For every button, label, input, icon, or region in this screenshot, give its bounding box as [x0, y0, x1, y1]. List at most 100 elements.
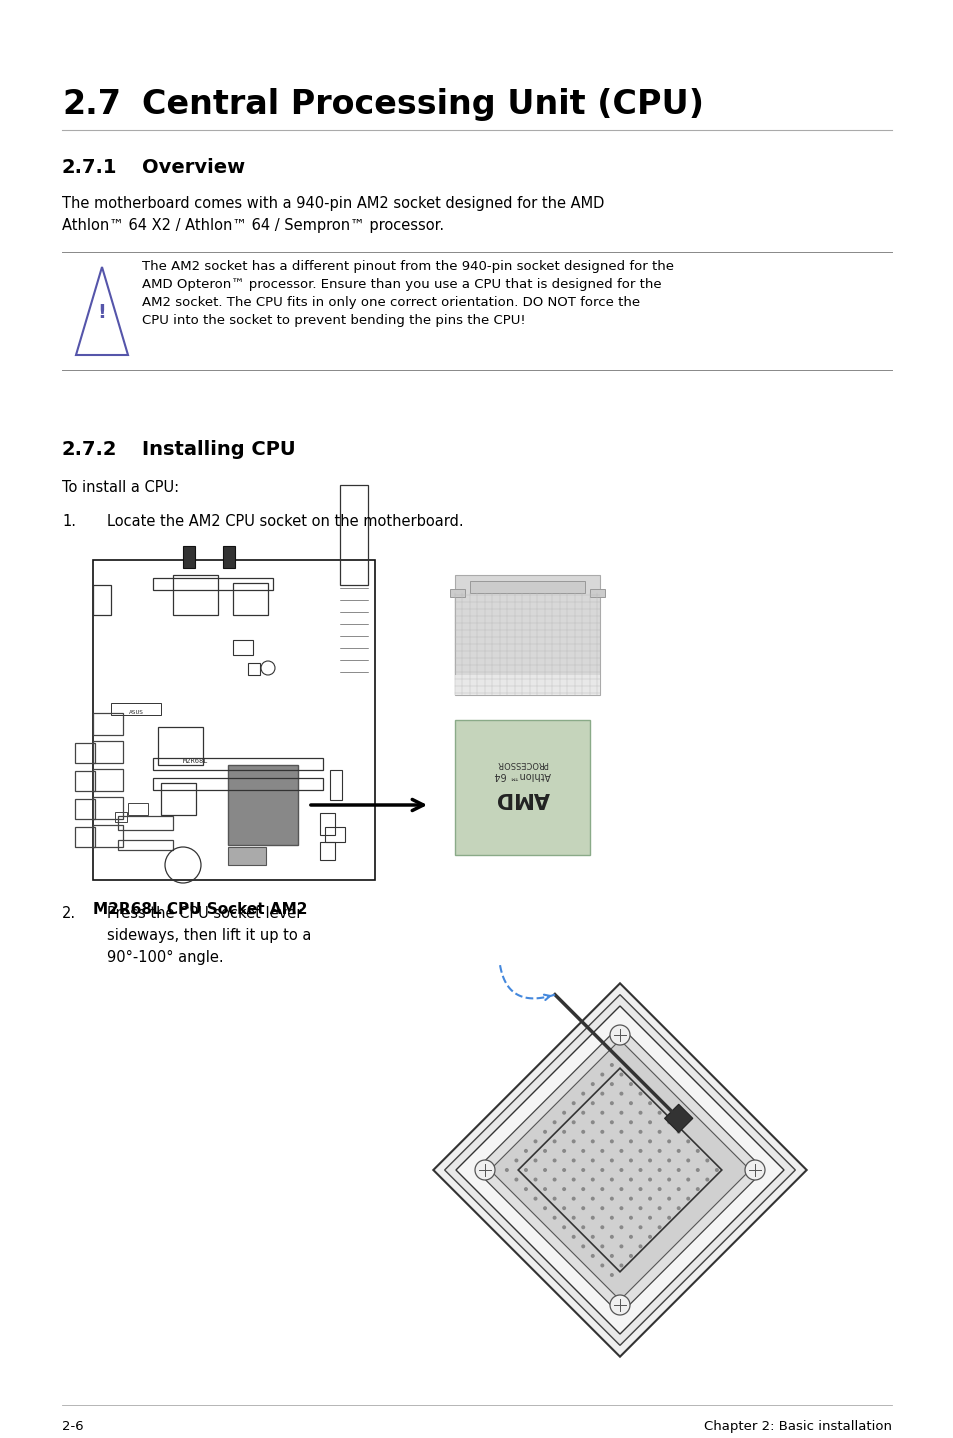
- Circle shape: [628, 1081, 632, 1086]
- Circle shape: [666, 1139, 671, 1143]
- Circle shape: [628, 1120, 632, 1125]
- Text: 1.: 1.: [62, 513, 76, 529]
- Circle shape: [590, 1159, 594, 1162]
- Bar: [319, 843, 335, 860]
- Circle shape: [590, 1235, 594, 1238]
- Bar: [233, 640, 253, 654]
- Circle shape: [618, 1206, 622, 1211]
- Circle shape: [542, 1149, 546, 1153]
- Circle shape: [647, 1159, 651, 1162]
- Circle shape: [609, 1196, 613, 1201]
- Circle shape: [590, 1081, 594, 1086]
- Circle shape: [609, 1081, 613, 1086]
- Circle shape: [676, 1206, 680, 1211]
- Bar: [75, 743, 95, 764]
- Circle shape: [657, 1110, 660, 1114]
- Circle shape: [552, 1139, 556, 1143]
- Circle shape: [609, 1159, 613, 1162]
- Circle shape: [561, 1130, 565, 1133]
- Text: ASUS: ASUS: [129, 710, 143, 715]
- Text: Locate the AM2 CPU socket on the motherboard.: Locate the AM2 CPU socket on the motherb…: [107, 513, 463, 529]
- Text: 2.7.2: 2.7.2: [62, 440, 117, 459]
- Circle shape: [571, 1178, 575, 1182]
- Circle shape: [628, 1102, 632, 1106]
- Text: Central Processing Unit (CPU): Central Processing Unit (CPU): [142, 88, 703, 121]
- Circle shape: [609, 1102, 613, 1106]
- Bar: [115, 812, 127, 823]
- Circle shape: [618, 1168, 622, 1172]
- Circle shape: [628, 1196, 632, 1201]
- Bar: [118, 815, 172, 830]
- Circle shape: [571, 1159, 575, 1162]
- Circle shape: [580, 1244, 584, 1248]
- Circle shape: [685, 1178, 690, 1182]
- Bar: [330, 769, 341, 800]
- Circle shape: [609, 1296, 629, 1314]
- Text: Athlon™ 64: Athlon™ 64: [494, 771, 550, 781]
- Text: Overview: Overview: [142, 158, 245, 177]
- Circle shape: [599, 1206, 603, 1211]
- Circle shape: [638, 1206, 641, 1211]
- Circle shape: [647, 1120, 651, 1125]
- Circle shape: [638, 1130, 641, 1133]
- Circle shape: [609, 1063, 613, 1067]
- Bar: [92, 585, 111, 615]
- Circle shape: [475, 1160, 495, 1181]
- Circle shape: [533, 1196, 537, 1201]
- Bar: [470, 581, 584, 592]
- Bar: [248, 663, 260, 674]
- Circle shape: [571, 1235, 575, 1238]
- Circle shape: [744, 1160, 764, 1181]
- Text: M2R68L: M2R68L: [183, 758, 209, 764]
- Circle shape: [618, 1110, 622, 1114]
- Text: PROCESSOR: PROCESSOR: [497, 759, 548, 768]
- Circle shape: [647, 1139, 651, 1143]
- Circle shape: [695, 1188, 700, 1191]
- Bar: [152, 778, 323, 789]
- Circle shape: [580, 1206, 584, 1211]
- Bar: [228, 847, 266, 866]
- Circle shape: [552, 1120, 556, 1125]
- Bar: [92, 825, 123, 847]
- Bar: [223, 546, 234, 568]
- Circle shape: [647, 1102, 651, 1106]
- Bar: [325, 827, 345, 843]
- Circle shape: [657, 1130, 660, 1133]
- Bar: [92, 769, 123, 791]
- Circle shape: [657, 1206, 660, 1211]
- Circle shape: [638, 1149, 641, 1153]
- Bar: [92, 741, 123, 764]
- Circle shape: [599, 1091, 603, 1096]
- Circle shape: [609, 1235, 613, 1238]
- Circle shape: [552, 1196, 556, 1201]
- Circle shape: [590, 1102, 594, 1106]
- Circle shape: [580, 1110, 584, 1114]
- Circle shape: [618, 1225, 622, 1229]
- Bar: [92, 713, 123, 735]
- Bar: [455, 674, 599, 695]
- Bar: [152, 758, 323, 769]
- Circle shape: [523, 1168, 527, 1172]
- Circle shape: [533, 1159, 537, 1162]
- Text: 2.7.1: 2.7.1: [62, 158, 117, 177]
- Bar: [92, 559, 375, 880]
- Bar: [118, 840, 172, 850]
- Text: M2R68L CPU Socket AM2: M2R68L CPU Socket AM2: [92, 902, 307, 917]
- Circle shape: [666, 1215, 671, 1219]
- Circle shape: [533, 1139, 537, 1143]
- Circle shape: [580, 1091, 584, 1096]
- Circle shape: [647, 1178, 651, 1182]
- Bar: [111, 703, 161, 715]
- Circle shape: [580, 1149, 584, 1153]
- Bar: [128, 802, 148, 815]
- Circle shape: [618, 1149, 622, 1153]
- Circle shape: [561, 1225, 565, 1229]
- Circle shape: [542, 1168, 546, 1172]
- Bar: [75, 771, 95, 791]
- Circle shape: [590, 1254, 594, 1258]
- Bar: [92, 797, 123, 820]
- Circle shape: [628, 1178, 632, 1182]
- Text: Press the CPU socket lever
sideways, then lift it up to a
90°-100° angle.: Press the CPU socket lever sideways, the…: [107, 906, 311, 965]
- Circle shape: [685, 1196, 690, 1201]
- Circle shape: [599, 1110, 603, 1114]
